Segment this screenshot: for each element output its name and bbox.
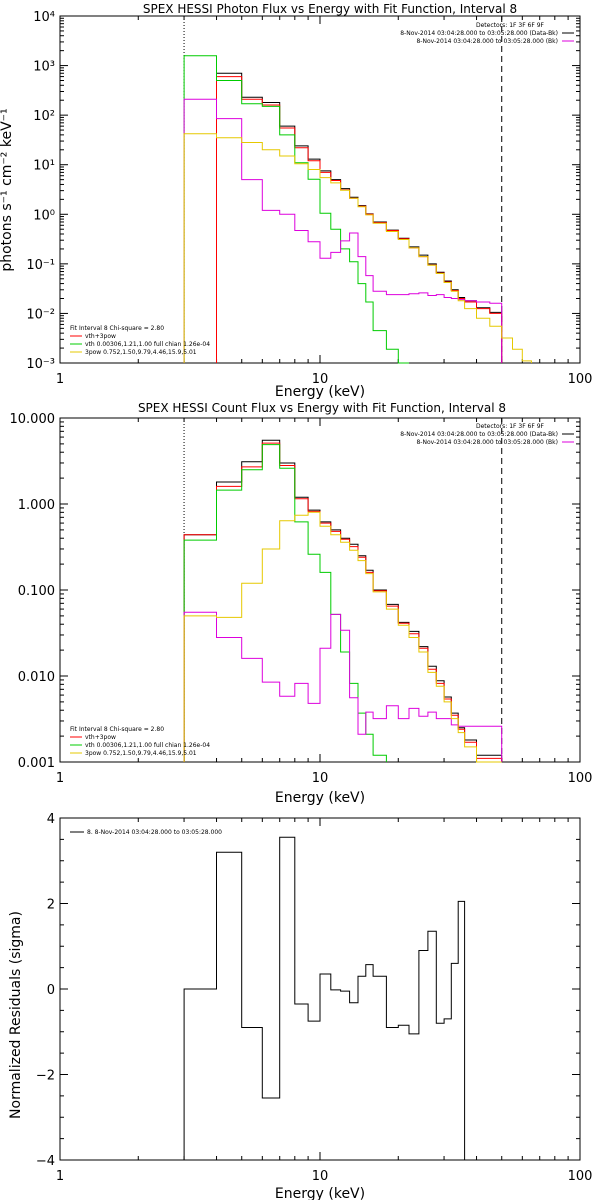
- photon-flux-legend-top: Detectors: 1F 3F 6F 9F 8-Nov-2014 03:04:…: [400, 22, 574, 45]
- x-tick-label: 1: [56, 771, 64, 786]
- y-tick-label: 10⁰: [33, 208, 55, 223]
- series-line-4: [183, 511, 502, 763]
- y-tick-label: 0.100: [18, 584, 55, 599]
- photon-flux-y-tick-labels: 10⁻³ 10⁻² 10⁻¹ 10⁰ 10¹ 10² 10³ 10⁴: [26, 10, 55, 372]
- x-tick-label: 100: [568, 372, 593, 387]
- series-line-0: [216, 72, 503, 363]
- y-tick-label: 10.000: [10, 412, 56, 427]
- y-tick-label: 2: [47, 898, 55, 913]
- series-line-0: [183, 439, 503, 762]
- photon-flux-x-tick-labels: 1 10 100: [56, 372, 593, 387]
- count-flux-legend-top: Detectors: 1F 3F 6F 9F 8-Nov-2014 03:04:…: [400, 423, 574, 446]
- photon-flux-legend-vth: vth 0.00306,1.21,1.00 full chian 1.26e-0…: [85, 341, 210, 348]
- count-flux-x-axis-label: Energy (keV): [275, 790, 365, 806]
- count-flux-legend-bottom: Fit Interval 8 Chi-square = 2.80 vth+3po…: [70, 726, 210, 757]
- y-tick-label: 4: [47, 812, 55, 827]
- series-line-2: [183, 55, 409, 364]
- photon-flux-legend-bk: 8-Nov-2014 03:04:28.000 to 03:05:28.000 …: [416, 38, 558, 45]
- y-tick-label: 10³: [33, 60, 55, 75]
- residuals-panel: 1 10 100 −4 −2 0 2 4 Energy (keV) Normalized R…: [8, 812, 592, 1200]
- count-flux-legend-3pow: 3pow 0.752,1.50,9.79,4.46,15.9,5.01: [85, 750, 197, 757]
- y-tick-label: −4: [36, 1154, 55, 1169]
- photon-flux-x-axis-label: Energy (keV): [275, 384, 365, 400]
- y-tick-label: 0: [47, 983, 55, 998]
- residuals-grid-ticks: [59, 817, 580, 1161]
- photon-flux-title: SPEX HESSI Photon Flux vs Energy with Fi…: [143, 2, 517, 16]
- y-tick-label: 10⁴: [33, 10, 55, 25]
- y-tick-label: 0.010: [18, 670, 55, 685]
- y-tick-label: 0.001: [18, 756, 55, 771]
- count-flux-y-tick-labels: 0.001 0.010 0.100 1.000 10.000: [10, 412, 56, 771]
- series-line-3: [183, 98, 503, 363]
- residuals-legend: 8. 8-Nov-2014 03:04:28.000 to 03:05:28.0…: [70, 829, 222, 836]
- residuals-x-tick-labels: 1 10 100: [56, 1169, 593, 1184]
- photon-flux-legend-3pow: 3pow 0.752,1.50,9.79,4.46,15.9,5.01: [85, 349, 197, 356]
- photon-flux-panel: SPEX HESSI Photon Flux vs Energy with Fi…: [0, 2, 592, 400]
- y-tick-label: 10⁻³: [26, 357, 55, 372]
- x-tick-label: 1: [56, 1169, 64, 1184]
- x-tick-label: 100: [568, 1169, 593, 1184]
- y-tick-label: 1.000: [18, 498, 55, 513]
- residuals-y-axis-label: Normalized Residuals (sigma): [8, 911, 24, 1119]
- series-line-3: [183, 611, 503, 762]
- y-tick-label: 10²: [33, 109, 55, 124]
- count-flux-x-tick-labels: 1 10 100: [56, 771, 593, 786]
- count-flux-legend-detectors: Detectors: 1F 3F 6F 9F: [476, 423, 545, 430]
- count-flux-grid-ticks: [59, 418, 580, 763]
- photon-flux-legend-vth-3pow: vth+3pow: [85, 333, 116, 340]
- series-line-1: [183, 442, 503, 762]
- residuals-legend-label: 8. 8-Nov-2014 03:04:28.000 to 03:05:28.0…: [87, 829, 222, 836]
- count-flux-panel: SPEX HESSI Count Flux vs Energy with Fit…: [10, 401, 593, 806]
- residuals-y-tick-labels: −4 −2 0 2 4: [36, 812, 55, 1169]
- series-line-4: [183, 133, 532, 363]
- photon-flux-legend-bottom: Fit Interval 8 Chi-square = 2.80 vth+3po…: [70, 325, 210, 356]
- count-flux-legend-fit: Fit Interval 8 Chi-square = 2.80: [70, 726, 164, 733]
- count-flux-vlines: [183, 418, 503, 762]
- photon-flux-legend-detectors: Detectors: 1F 3F 6F 9F: [476, 22, 545, 29]
- count-flux-legend-data-bk: 8-Nov-2014 03:04:28.000 to 03:05:28.000 …: [400, 431, 558, 438]
- x-tick-label: 100: [568, 771, 593, 786]
- photon-flux-series: [183, 55, 532, 364]
- photon-flux-legend-data-bk: 8-Nov-2014 03:04:28.000 to 03:05:28.000 …: [400, 30, 558, 37]
- count-flux-legend-vth: vth 0.00306,1.21,1.00 full chian 1.26e-0…: [85, 742, 210, 749]
- photon-flux-grid-ticks: [59, 16, 580, 364]
- x-tick-label: 10: [312, 771, 329, 786]
- y-tick-label: −2: [36, 1069, 55, 1084]
- series-line-0: [183, 836, 466, 1160]
- x-tick-label: 1: [56, 372, 64, 387]
- count-flux-legend-vth-3pow: vth+3pow: [85, 734, 116, 741]
- y-tick-label: 10⁻¹: [26, 258, 55, 273]
- count-flux-series: [183, 439, 503, 763]
- residuals-series: [183, 836, 466, 1160]
- count-flux-legend-bk: 8-Nov-2014 03:04:28.000 to 03:05:28.000 …: [416, 439, 558, 446]
- x-tick-label: 10: [312, 372, 329, 387]
- y-tick-label: 10⁻²: [26, 307, 55, 322]
- x-tick-label: 10: [312, 1169, 329, 1184]
- photon-flux-y-axis-label: photons s⁻¹ cm⁻² keV⁻¹: [0, 108, 15, 271]
- series-line-1: [216, 76, 503, 363]
- photon-flux-legend-fit: Fit Interval 8 Chi-square = 2.80: [70, 325, 164, 332]
- residuals-x-axis-label: Energy (keV): [275, 1186, 365, 1200]
- series-line-2: [183, 444, 387, 762]
- y-tick-label: 10¹: [33, 159, 55, 174]
- count-flux-title: SPEX HESSI Count Flux vs Energy with Fit…: [138, 401, 506, 415]
